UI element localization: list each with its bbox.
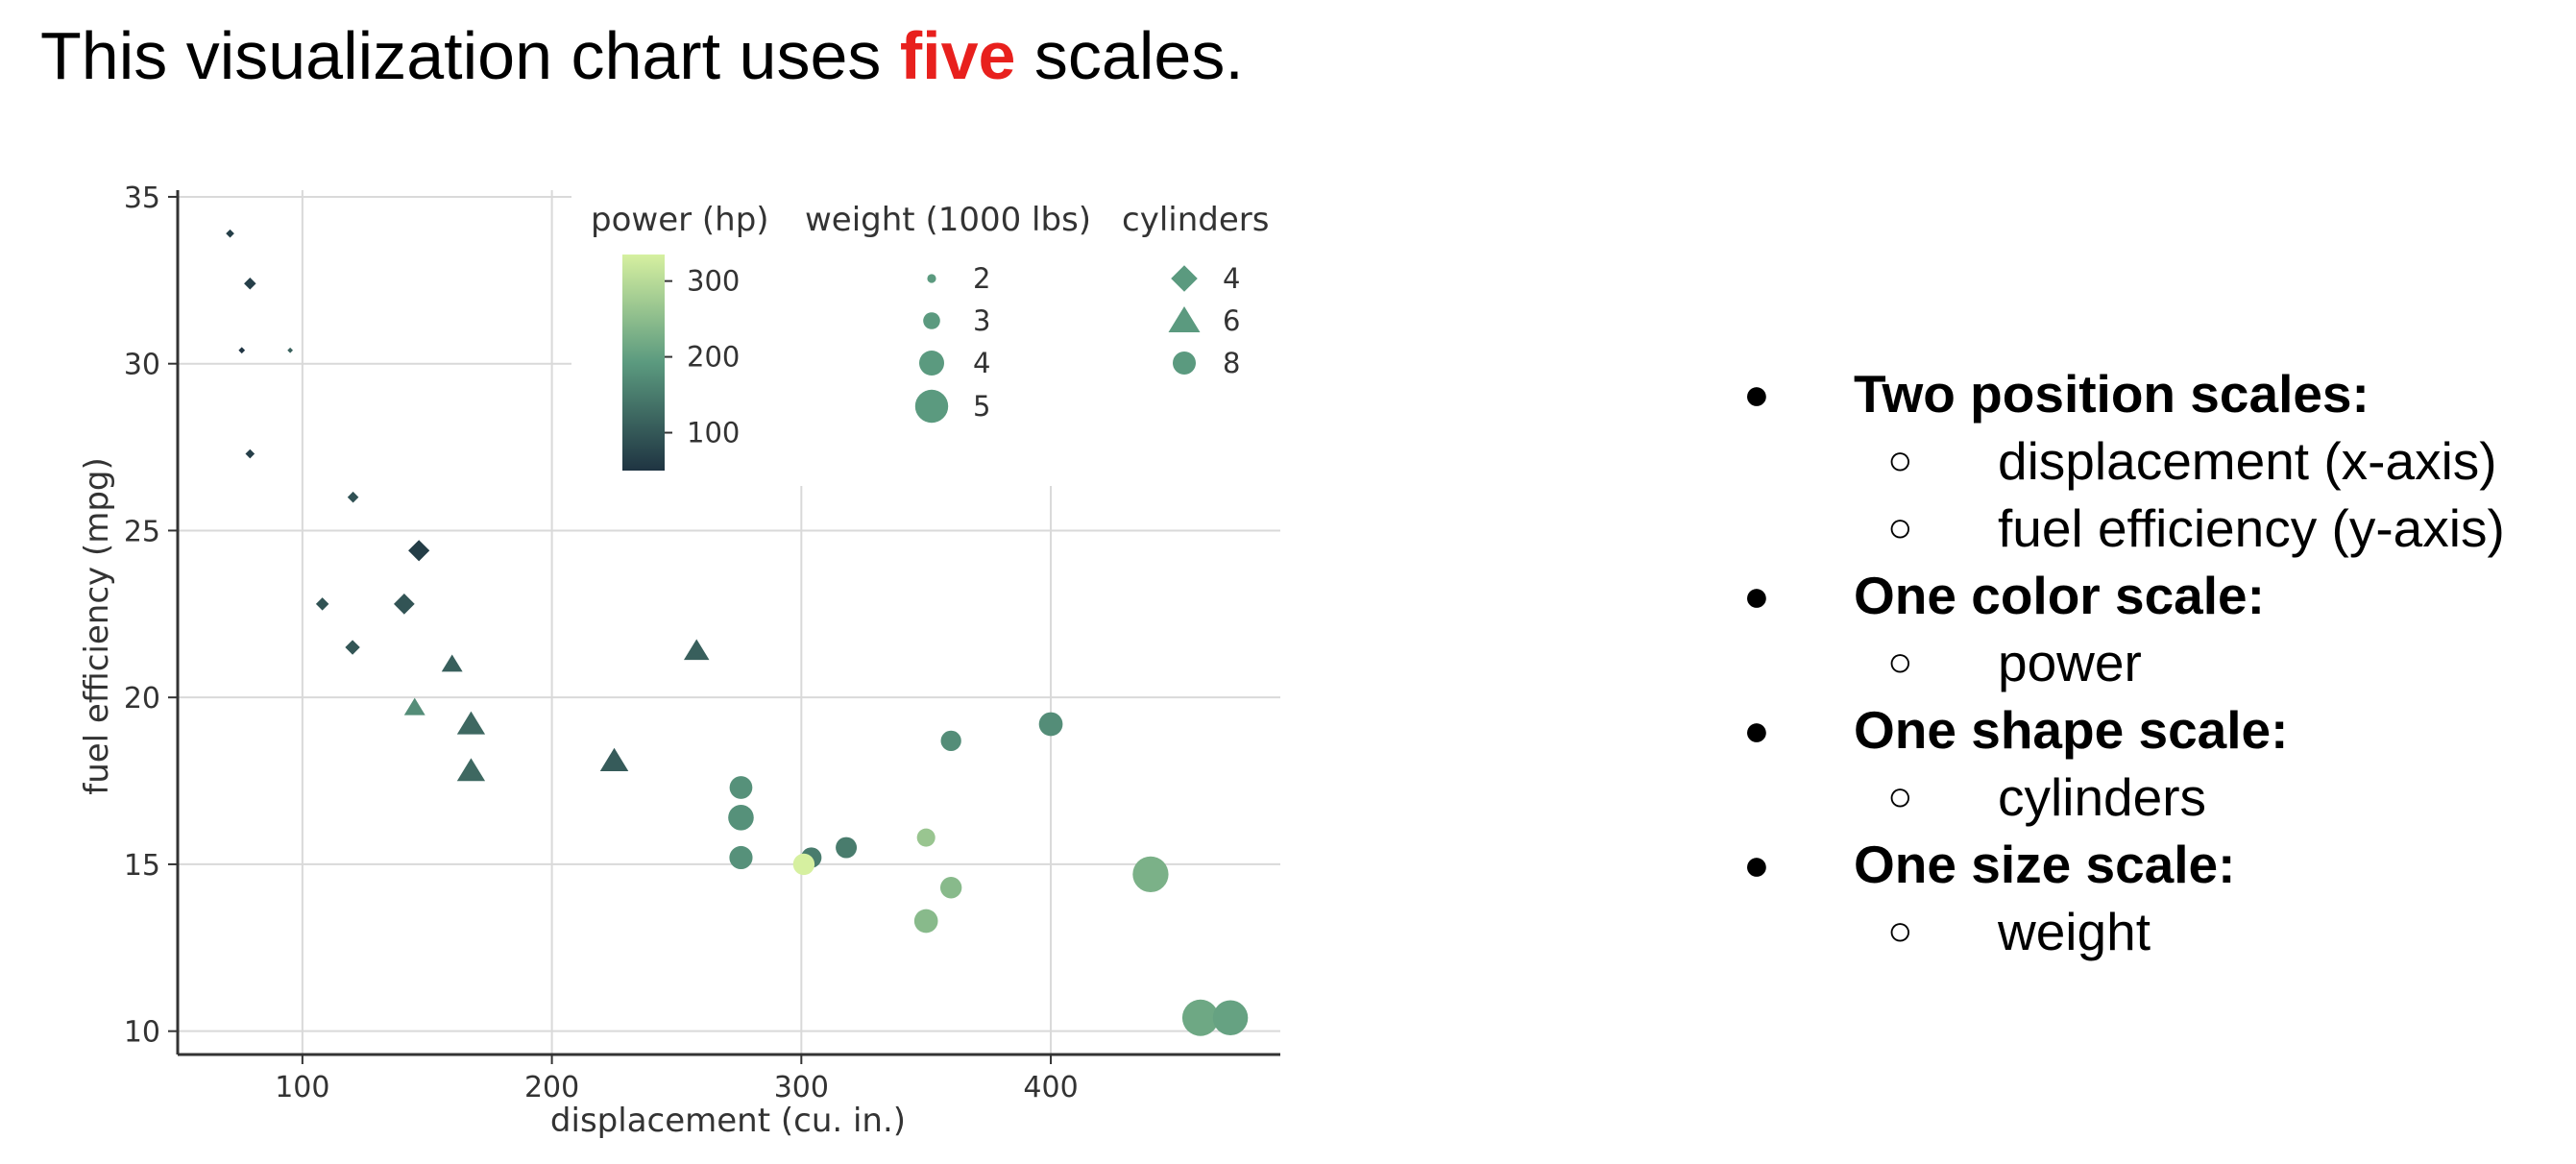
- bullet-marker: ●: [1743, 570, 1770, 620]
- cylinders-legend-swatch: [1168, 306, 1201, 332]
- data-point: [226, 229, 234, 238]
- data-point: [315, 597, 329, 611]
- y-axis-label: fuel efficiency (mpg): [78, 457, 116, 795]
- y-tick-label: 25: [124, 515, 160, 548]
- weight-legend-swatch: [914, 389, 949, 424]
- x-tick-label: 200: [524, 1071, 579, 1104]
- weight-legend-label: 4: [973, 347, 990, 379]
- sub-bullet-marker: ○: [1887, 908, 1913, 955]
- legend-title-power: power (hp): [591, 201, 769, 239]
- legend-title-cylinders: cylinders: [1122, 201, 1269, 239]
- x-tick-label: 400: [1023, 1071, 1078, 1104]
- cylinders-legend-swatch: [1171, 265, 1198, 292]
- weight-legend-label: 3: [973, 304, 990, 337]
- weight-legend-swatch: [927, 274, 936, 283]
- cylinders-legend-swatch: [1173, 352, 1196, 375]
- data-point: [939, 877, 962, 899]
- title-suffix: scales.: [1015, 18, 1244, 93]
- page-title: This visualization chart uses five scale…: [40, 17, 1244, 94]
- data-point: [916, 828, 936, 847]
- data-point: [245, 449, 255, 459]
- sub-bullet-marker: ○: [1887, 437, 1913, 484]
- x-tick-label: 300: [774, 1071, 829, 1104]
- data-point: [403, 697, 425, 715]
- y-tick-label: 35: [124, 182, 160, 215]
- bullet-subitem: ○ displacement (x-axis): [1743, 427, 2569, 495]
- data-point: [728, 804, 754, 831]
- data-point: [244, 278, 256, 290]
- data-point: [836, 837, 858, 859]
- data-point: [1038, 712, 1063, 737]
- bullet-subitem: ○ weight: [1743, 898, 2569, 965]
- bullet-heading-text: One shape scale:: [1854, 700, 2289, 760]
- title-highlight: five: [899, 18, 1016, 93]
- power-tick-label: 300: [687, 265, 740, 298]
- sub-bullet-marker: ○: [1887, 639, 1913, 686]
- power-colorbar: [622, 255, 665, 471]
- data-point: [729, 776, 753, 799]
- legend-background: [571, 190, 1280, 486]
- data-point: [913, 909, 938, 934]
- data-point: [456, 758, 486, 782]
- bullet-subitem-text: cylinders: [1998, 767, 2207, 827]
- sub-bullet-marker: ○: [1887, 773, 1913, 820]
- bullet-marker: ●: [1743, 369, 1770, 419]
- weight-legend-label: 5: [973, 390, 990, 423]
- bullet-subitem-text: displacement (x-axis): [1998, 431, 2497, 491]
- power-tick-label: 100: [687, 417, 740, 449]
- data-point: [345, 640, 360, 655]
- data-point: [408, 540, 430, 562]
- data-point: [287, 347, 294, 353]
- y-tick-label: 20: [124, 682, 160, 715]
- data-point: [456, 711, 486, 735]
- bullet-marker: ●: [1743, 839, 1770, 889]
- cylinders-legend-label: 4: [1223, 262, 1240, 295]
- y-tick-label: 30: [124, 349, 160, 382]
- legend-title-weight: weight (1000 lbs): [805, 201, 1091, 239]
- scale-list: ● Two position scales: ○ displacement (x-ax…: [1743, 360, 2569, 965]
- data-point: [441, 654, 463, 672]
- x-axis-label: displacement (cu. in.): [550, 1102, 906, 1140]
- data-point: [1212, 1000, 1249, 1036]
- data-point: [729, 845, 753, 870]
- weight-legend-label: 2: [973, 262, 990, 295]
- cylinders-legend-label: 8: [1223, 347, 1240, 379]
- y-tick-label: 15: [124, 849, 160, 883]
- data-point: [940, 730, 961, 752]
- power-tick-label: 200: [687, 341, 740, 374]
- data-point: [393, 594, 415, 615]
- legend: power (hp) weight (1000 lbs) cylinders 1…: [591, 201, 1269, 471]
- bullet-heading: ● One size scale:: [1743, 831, 2569, 898]
- title-prefix: This visualization chart uses: [40, 18, 900, 93]
- bullet-heading: ● One color scale:: [1743, 562, 2569, 629]
- bullet-subitem-text: weight: [1998, 902, 2151, 961]
- x-tick-label: 100: [275, 1071, 329, 1104]
- y-tick-label: 10: [124, 1016, 160, 1050]
- data-points: [226, 229, 1249, 1036]
- bullet-heading-text: Two position scales:: [1854, 364, 2369, 424]
- data-point: [1132, 856, 1169, 892]
- data-point: [599, 747, 629, 771]
- bullet-subitem-text: power: [1998, 633, 2142, 692]
- data-point: [238, 347, 246, 354]
- bullet-subitem: ○ cylinders: [1743, 764, 2569, 831]
- bullet-heading: ● Two position scales:: [1743, 360, 2569, 427]
- sub-bullet-marker: ○: [1887, 504, 1913, 551]
- bullet-marker: ●: [1743, 705, 1770, 755]
- bullet-heading: ● One shape scale:: [1743, 696, 2569, 764]
- data-point: [792, 853, 815, 876]
- cylinders-legend-label: 6: [1223, 304, 1240, 337]
- bullet-subitem-text: fuel efficiency (y-axis): [1998, 498, 2505, 558]
- bullet-heading-text: One size scale:: [1854, 835, 2236, 894]
- data-point: [683, 639, 710, 661]
- bullet-subitem: ○ fuel efficiency (y-axis): [1743, 495, 2569, 562]
- bullet-heading-text: One color scale:: [1854, 566, 2265, 625]
- data-point: [1181, 999, 1219, 1036]
- data-point: [347, 491, 359, 503]
- bullet-subitem: ○ power: [1743, 629, 2569, 696]
- weight-legend-swatch: [919, 351, 944, 376]
- weight-legend-swatch: [923, 312, 940, 329]
